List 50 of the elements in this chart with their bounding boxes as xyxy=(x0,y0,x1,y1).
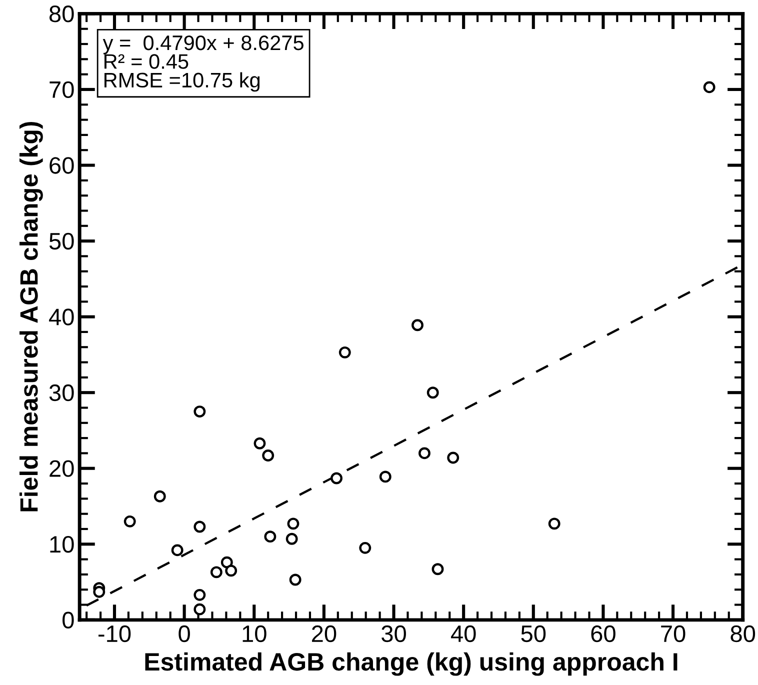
point xyxy=(426,386,439,399)
point xyxy=(359,542,372,554)
point xyxy=(194,603,206,616)
point xyxy=(289,574,302,586)
point xyxy=(412,319,424,332)
point xyxy=(220,556,233,568)
point xyxy=(548,518,560,530)
point xyxy=(703,81,716,94)
point xyxy=(262,450,274,462)
point xyxy=(171,544,184,556)
point xyxy=(225,564,238,577)
y-tick-label: 60 xyxy=(50,157,74,174)
point xyxy=(154,490,166,502)
y-tick-label: 30 xyxy=(49,384,74,402)
point xyxy=(210,566,222,578)
point xyxy=(194,588,206,601)
y-tick-label: 10 xyxy=(50,536,74,553)
x-tick-label: 50 xyxy=(521,625,546,642)
y-tick-label: 20 xyxy=(50,460,74,477)
x-tick-label: 0 xyxy=(178,625,190,642)
x-axis-title: Estimated AGB change (kg) using approach I xyxy=(145,652,678,676)
point xyxy=(286,532,298,545)
x-tick-label: 40 xyxy=(450,625,476,642)
point xyxy=(338,346,351,358)
x-tick-label: 10 xyxy=(242,625,266,642)
point xyxy=(447,452,460,464)
x-tick-label: 30 xyxy=(382,625,406,642)
x-tick-label: 80 xyxy=(730,625,756,642)
point xyxy=(124,515,136,528)
point xyxy=(264,530,276,543)
point xyxy=(330,472,342,484)
point xyxy=(194,406,206,418)
y-axis-title: Field measured AGB change (kg) xyxy=(20,122,43,512)
x-tick-label: -10 xyxy=(98,625,131,642)
x-tick-label: 60 xyxy=(591,625,616,642)
x-tick-label: 70 xyxy=(661,625,686,642)
y-tick-label: 40 xyxy=(49,308,74,326)
point xyxy=(254,437,266,450)
point xyxy=(379,470,392,483)
y-tick-label: 70 xyxy=(50,81,74,98)
point xyxy=(194,520,206,533)
y-tick-label: 80 xyxy=(49,6,74,22)
point xyxy=(418,447,430,460)
point xyxy=(432,563,444,576)
x-tick-label: 20 xyxy=(312,625,336,642)
annotation: y = 0.4790x + 8.6275 R² = 0.45 RMSE =10.75 kg xyxy=(102,35,304,92)
point xyxy=(93,586,106,598)
y-tick-label: 50 xyxy=(49,232,74,250)
y-tick-label: 0 xyxy=(62,612,74,628)
point xyxy=(287,518,300,530)
